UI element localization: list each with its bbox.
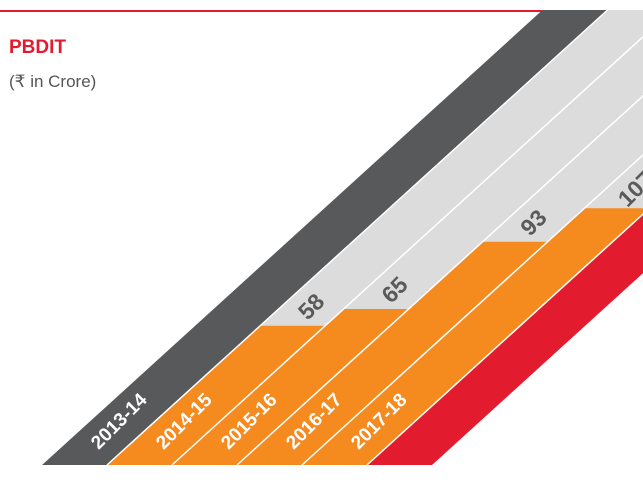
chart-title: PBDIT — [9, 37, 66, 58]
top-rule — [0, 10, 643, 12]
strip-separator — [366, 213, 643, 466]
track-strip — [42, 10, 608, 465]
bar — [107, 325, 326, 465]
strip-separator — [106, 9, 609, 466]
bar — [172, 309, 409, 465]
bar — [302, 208, 643, 465]
strip-separator — [301, 153, 643, 466]
strip-separator — [236, 94, 643, 466]
bar — [237, 241, 548, 465]
bottom-mask — [0, 465, 643, 488]
strip-separator — [171, 35, 643, 466]
chart-subtitle: (₹ in Crore) — [9, 72, 97, 91]
